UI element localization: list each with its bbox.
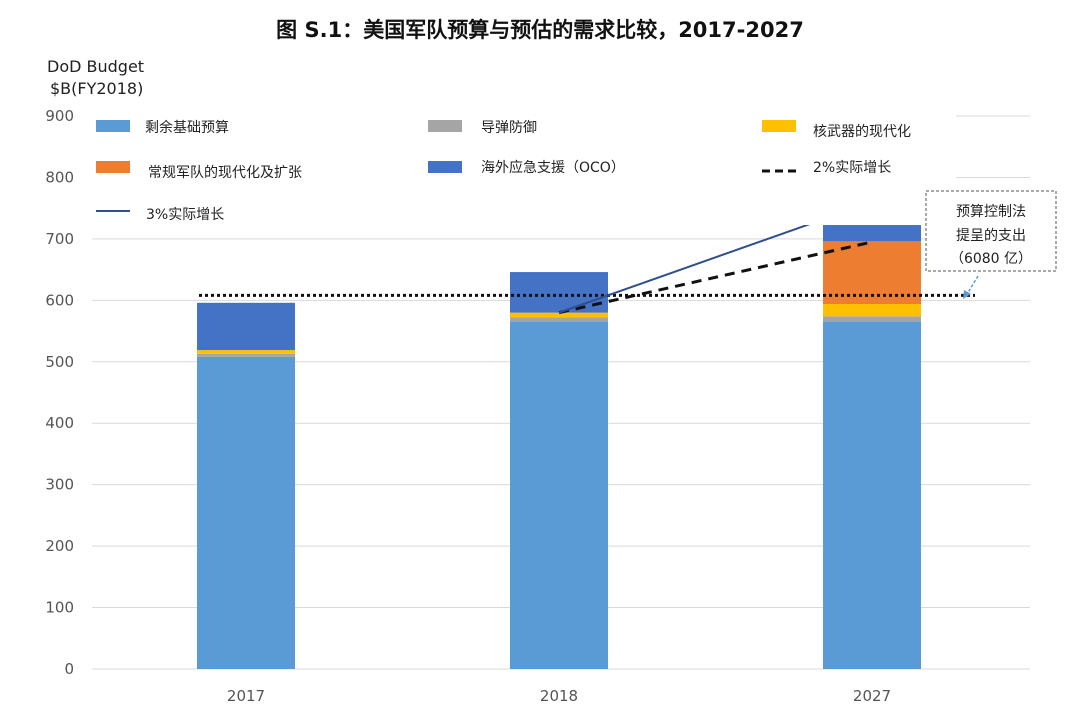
- y-tick-label: 500: [45, 353, 74, 371]
- legend-label: 3%实际增长: [146, 207, 224, 223]
- x-tick-label: 2018: [540, 687, 578, 705]
- legend-label: 核武器的现代化: [813, 124, 911, 140]
- chart-title: 图 S.1：美国军队预算与预估的需求比较，2017-2027: [276, 18, 804, 42]
- bar-segment: [197, 302, 295, 351]
- y-axis-label-line2: $B(FY2018): [50, 79, 143, 98]
- bar-segment: [510, 272, 608, 313]
- x-axis-ticks: 2017 2018 2027: [227, 687, 891, 705]
- y-tick-label: 800: [45, 168, 74, 186]
- y-tick-label: 0: [64, 660, 74, 678]
- bar-segment: [197, 356, 295, 669]
- legend-swatch: [428, 161, 462, 173]
- bar-segment: [823, 304, 921, 317]
- legend-label: 海外应急支援（OCO）: [481, 159, 625, 176]
- bar-segment: [197, 350, 295, 354]
- y-axis-ticks: 0 100 200 300 400 500 600 700 800 900: [45, 107, 74, 678]
- bar-segment: [510, 312, 608, 318]
- y-axis-label-line1: DoD Budget: [47, 57, 144, 76]
- annotation-line3: （6080 亿）: [950, 251, 1032, 267]
- bar-segment: [823, 316, 921, 322]
- y-tick-label: 300: [45, 476, 74, 494]
- legend-label: 剩余基础预算: [145, 119, 229, 136]
- growth-line-2pct: [558, 240, 873, 315]
- bar-segment: [823, 241, 921, 305]
- bar-segment: [510, 321, 608, 669]
- y-tick-label: 100: [45, 599, 74, 617]
- y-tick-label: 700: [45, 230, 74, 248]
- legend-label: 常规军队的现代化及扩张: [148, 165, 302, 181]
- stacked-bars: [197, 199, 921, 669]
- y-tick-label: 900: [45, 107, 74, 125]
- legend-swatch: [96, 120, 130, 132]
- annotation-line1: 预算控制法: [956, 204, 1026, 220]
- annotation-border: [925, 190, 1057, 272]
- y-tick-label: 200: [45, 537, 74, 555]
- annotation-line2: 提呈的支出: [956, 228, 1026, 244]
- legend-swatch: [428, 120, 462, 132]
- y-tick-label: 400: [45, 414, 74, 432]
- x-tick-label: 2027: [853, 687, 891, 705]
- y-tick-label: 600: [45, 291, 74, 309]
- bar-segment: [510, 317, 608, 322]
- bar-segment: [823, 321, 921, 669]
- x-tick-label: 2017: [227, 687, 265, 705]
- annotation-arrowhead: [963, 290, 971, 299]
- legend-swatch: [762, 120, 796, 132]
- bar-segment: [197, 353, 295, 357]
- legend-swatch: [96, 161, 130, 173]
- annotation-arrow: [965, 275, 979, 297]
- legend-label: 2%实际增长: [813, 160, 891, 176]
- legend-label: 导弹防御: [481, 120, 537, 136]
- legend-background: [88, 105, 956, 225]
- annotation-box: 预算控制法 提呈的支出 （6080 亿）: [925, 190, 1057, 299]
